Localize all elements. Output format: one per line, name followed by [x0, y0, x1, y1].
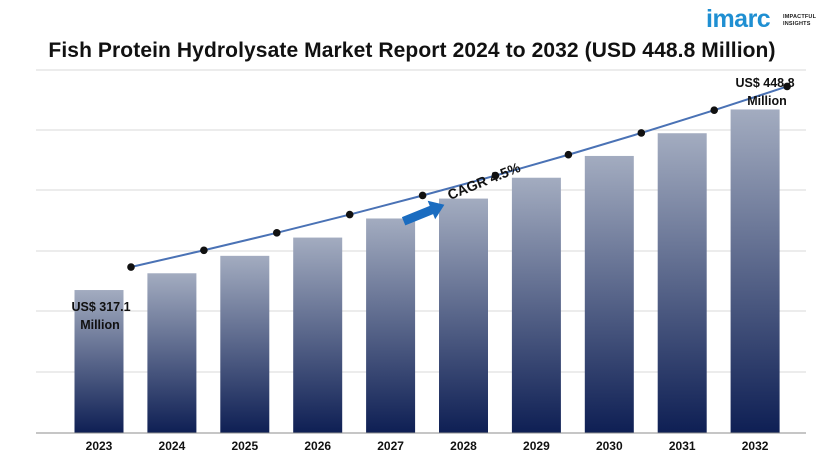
logo-tagline-line1: IMPACTFUL — [783, 14, 817, 20]
end-value-unit: Million — [747, 94, 787, 108]
x-tick-label-2031: 2031 — [669, 439, 696, 453]
trend-marker-2026 — [345, 210, 354, 219]
bar-2025 — [220, 255, 270, 433]
bar-2031 — [657, 133, 707, 434]
trend-marker-2028 — [491, 171, 500, 180]
logo-wordmark: imarc — [706, 5, 771, 33]
end-value-label: US$ 448.8 — [735, 76, 794, 90]
x-tick-label-2023: 2023 — [86, 439, 113, 453]
bar-2026 — [293, 237, 343, 433]
trend-line — [127, 82, 791, 271]
trend-line-path — [130, 85, 788, 268]
start-value-unit: Million — [80, 318, 120, 332]
trend-marker-2027 — [418, 191, 427, 200]
bar-2032 — [730, 109, 780, 434]
bar-2030 — [584, 155, 634, 433]
trend-marker-2029 — [564, 150, 573, 159]
x-axis: 2023 2024 2025 2026 2027 2028 2029 2030 2031 2032 — [36, 432, 806, 453]
x-tick-label-2029: 2029 — [523, 439, 550, 453]
logo-tagline: IMPACTFUL INSIGHTS — [783, 14, 816, 27]
chart-title: Fish Protein Hydrolysate Market Report 2… — [48, 39, 776, 62]
bar-2023 — [74, 290, 124, 433]
bars — [74, 109, 780, 434]
start-value-label: US$ 317.1 — [71, 300, 130, 314]
trend-marker-2023 — [127, 263, 135, 271]
x-tick-label-2026: 2026 — [304, 439, 331, 453]
cagr-label: CAGR 4.5% — [445, 159, 523, 203]
x-tick-label-2025: 2025 — [231, 439, 258, 453]
cagr-arrow-icon — [401, 200, 445, 226]
bar-2027 — [366, 218, 416, 433]
imarc-logo: imarc IMPACTFUL INSIGHTS — [706, 5, 818, 39]
bar-2029 — [511, 177, 561, 433]
logo-tagline-line2: INSIGHTS — [783, 20, 811, 27]
x-tick-label-2027: 2027 — [377, 439, 404, 453]
trend-marker-2024 — [200, 246, 208, 255]
bar-2028 — [439, 198, 488, 433]
x-tick-label-2030: 2030 — [596, 439, 623, 453]
trend-marker-2030 — [637, 129, 646, 137]
trend-marker-2031 — [710, 106, 718, 115]
bar-2024 — [147, 273, 197, 433]
trend-marker-2032 — [783, 82, 791, 91]
trend-marker-2025 — [273, 229, 281, 237]
x-tick-label-2024: 2024 — [159, 439, 186, 453]
x-tick-label-2028: 2028 — [450, 439, 477, 453]
x-tick-label-2032: 2032 — [742, 439, 769, 453]
